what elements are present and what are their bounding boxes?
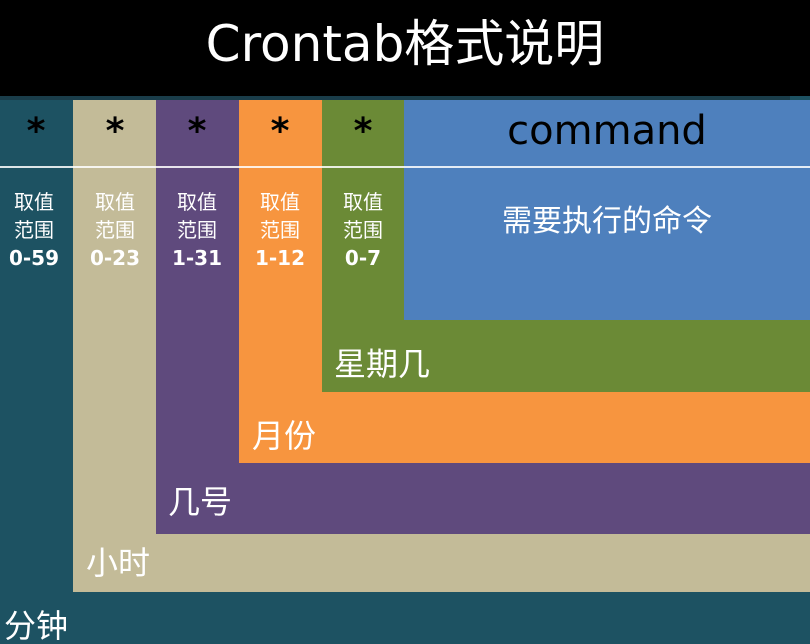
day-range-value: 1-31 xyxy=(171,246,223,270)
hour-range-label-1: 取值 xyxy=(95,190,135,214)
month-range-label-1: 取值 xyxy=(260,190,300,214)
month-range: 取值 范围 1-12 xyxy=(244,188,316,272)
separator-line xyxy=(0,166,810,168)
title-bar xyxy=(0,0,810,96)
day-range-label-2: 范围 xyxy=(177,218,217,242)
minute-range-label-1: 取值 xyxy=(14,190,54,214)
command-label: command xyxy=(507,108,707,154)
command-description: 需要执行的命令 xyxy=(502,204,712,239)
header-divider xyxy=(0,96,790,100)
command-band xyxy=(404,100,810,320)
month-range-label-2: 范围 xyxy=(260,218,300,242)
month-label: 月份 xyxy=(252,417,317,455)
day-star: * xyxy=(187,111,207,152)
page-title: Crontab格式说明 xyxy=(205,15,605,73)
minute-range-value: 0-59 xyxy=(8,246,60,270)
hour-label: 小时 xyxy=(86,544,151,582)
weekday-star: * xyxy=(353,111,373,152)
weekday-range-label-2: 范围 xyxy=(343,218,383,242)
day-range: 取值 范围 1-31 xyxy=(161,188,233,272)
hour-range-label-2: 范围 xyxy=(95,218,135,242)
hour-star: * xyxy=(105,111,125,152)
minute-range-label-2: 范围 xyxy=(14,218,54,242)
weekday-range-value: 0-7 xyxy=(344,246,382,270)
day-label: 几号 xyxy=(168,483,233,521)
minute-label: 分钟 xyxy=(4,607,69,644)
weekday-label: 星期几 xyxy=(334,345,431,383)
minute-star: * xyxy=(26,111,46,152)
day-range-label-1: 取值 xyxy=(177,190,217,214)
hour-range: 取值 范围 0-23 xyxy=(79,188,151,272)
month-range-value: 1-12 xyxy=(254,246,306,270)
minute-range: 取值 范围 0-59 xyxy=(0,188,70,272)
weekday-range-label-1: 取值 xyxy=(343,190,383,214)
weekday-range: 取值 范围 0-7 xyxy=(327,188,399,272)
hour-range-value: 0-23 xyxy=(89,246,141,270)
month-star: * xyxy=(270,111,290,152)
